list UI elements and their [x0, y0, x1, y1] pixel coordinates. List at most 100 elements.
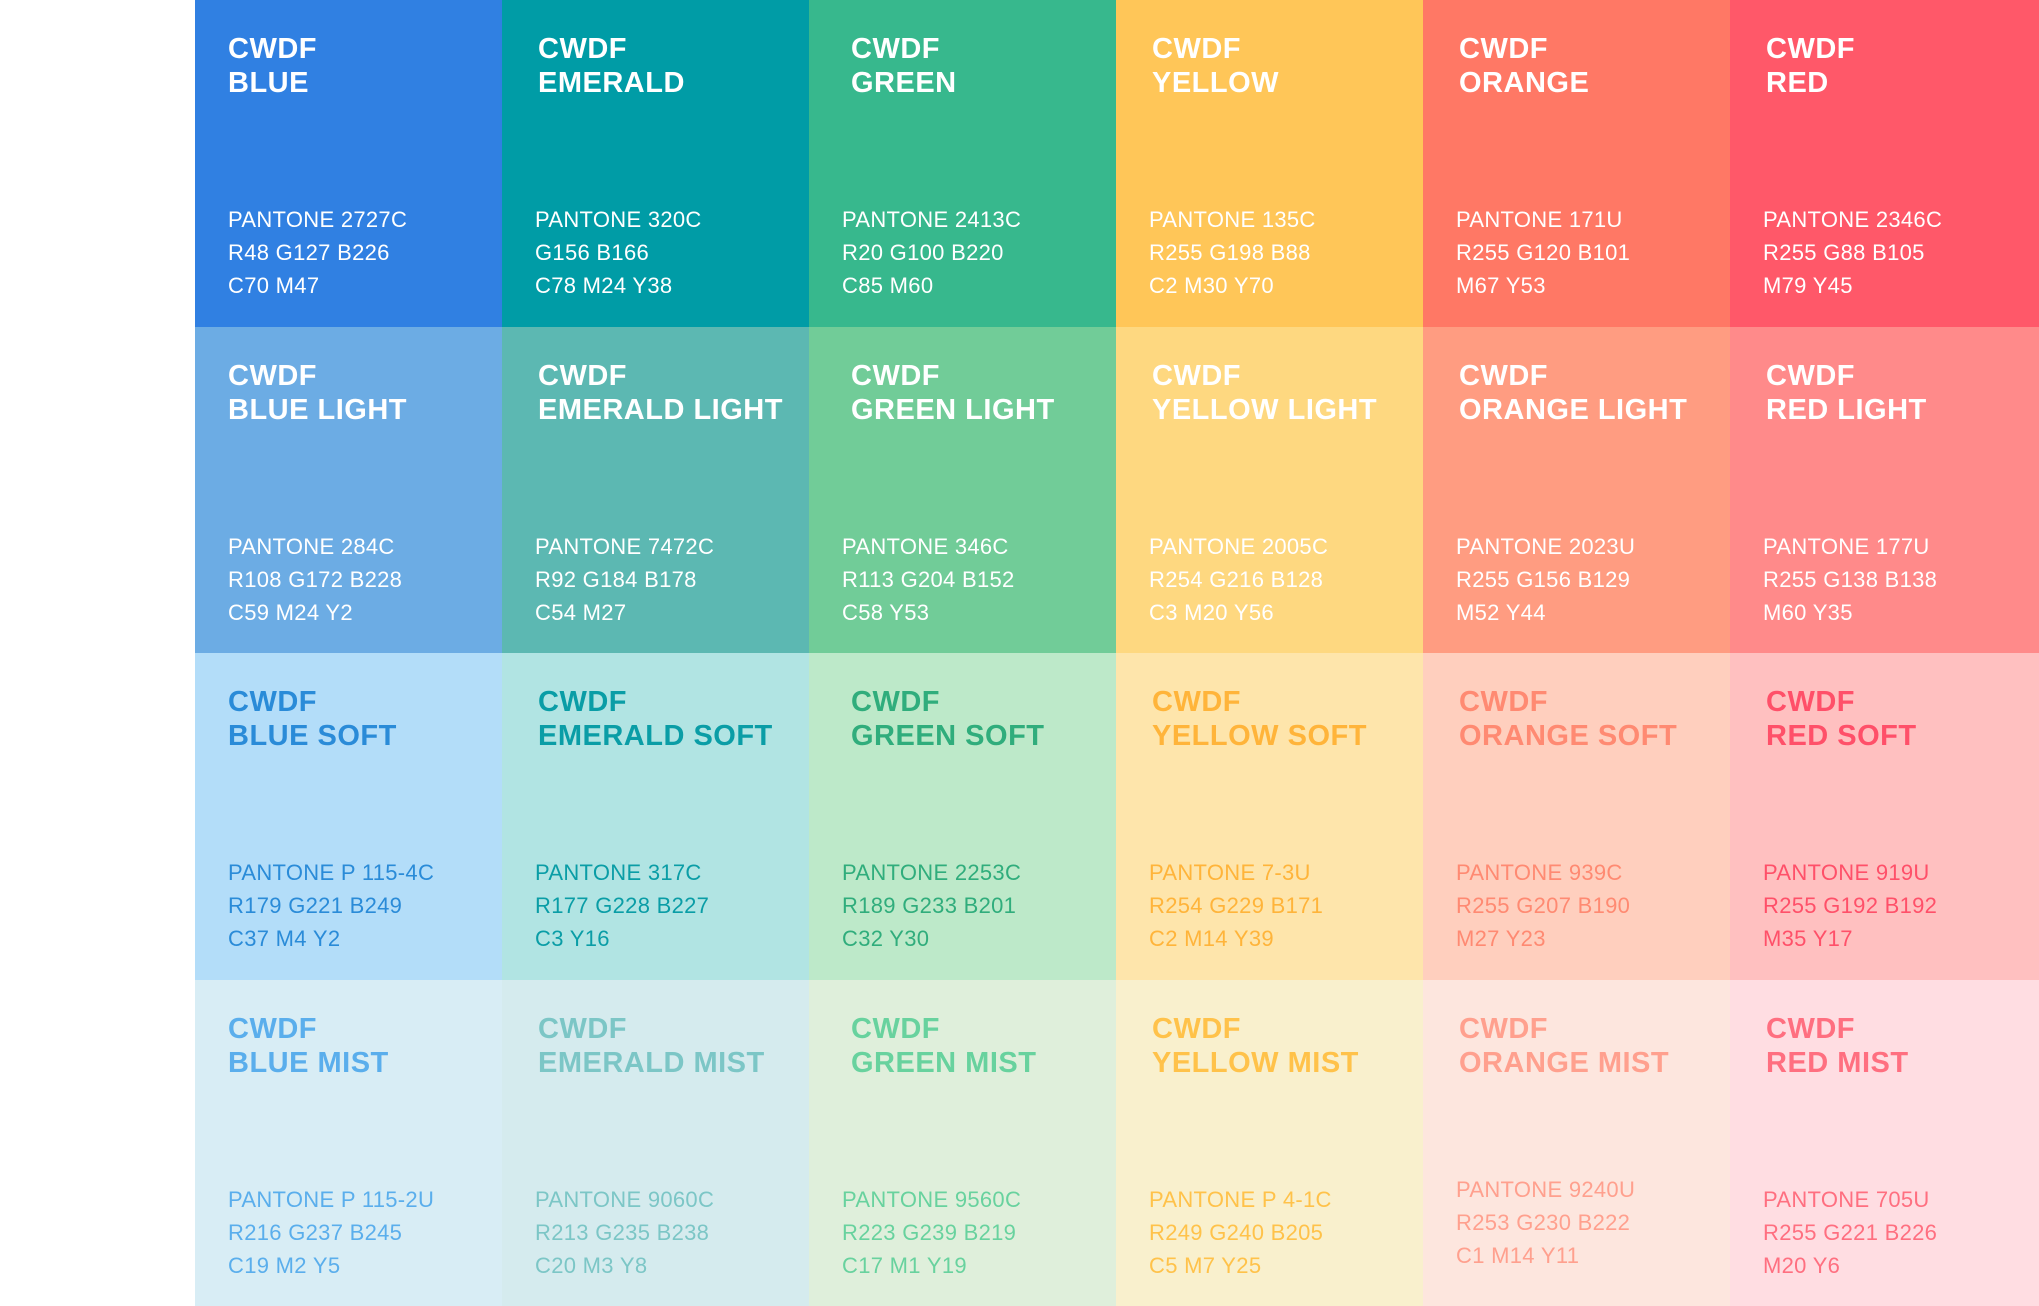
swatch-yellow-mist: CWDF YELLOW MIST PANTONE P 4-1C R249 G240 B… — [1116, 979, 1423, 1306]
swatch-red-soft: CWDF RED SOFT PANTONE 919U R255 G192 B192 M3… — [1730, 653, 2039, 980]
swatch-title: CWDF RED — [1766, 32, 1855, 100]
swatch-color-name: GREEN LIGHT — [851, 393, 1055, 426]
swatch-title: CWDF EMERALD MIST — [538, 1012, 765, 1080]
swatch-color-name: YELLOW SOFT — [1152, 720, 1367, 752]
cmyk-values: C70 M47 — [228, 273, 320, 298]
swatch-specs: PANTONE 7472C R92 G184 B178 C54 M27 — [535, 530, 714, 629]
swatch-red: CWDF RED PANTONE 2346C R255 G88 B105 M79 Y45 — [1730, 0, 2039, 327]
swatch-color-name: GREEN SOFT — [851, 720, 1045, 752]
cmyk-values: M79 Y45 — [1763, 273, 1853, 298]
swatch-orange-mist: CWDF ORANGE MIST PANTONE 9240U R253 G230 B2… — [1423, 979, 1730, 1306]
cmyk-values: C3 M20 Y56 — [1149, 599, 1274, 625]
rgb-values: R48 G127 B226 — [228, 240, 390, 265]
swatch-title: CWDF YELLOW SOFT — [1152, 685, 1367, 753]
swatch-color-name: BLUE MIST — [228, 1046, 389, 1079]
swatch-brand: CWDF — [1459, 1012, 1548, 1045]
pantone-code: PANTONE 135C — [1149, 207, 1316, 232]
swatch-specs: PANTONE 9240U R253 G230 B222 C1 M14 Y11 — [1456, 1173, 1635, 1272]
rgb-values: R249 G240 B205 — [1149, 1219, 1324, 1245]
swatch-emerald-soft: CWDF EMERALD SOFT PANTONE 317C R177 G228 B2… — [502, 653, 809, 980]
pantone-code: PANTONE 2253C — [842, 860, 1022, 885]
swatch-orange: CWDF ORANGE PANTONE 171U R255 G120 B101 M67 … — [1423, 0, 1730, 327]
pantone-code: PANTONE 2005C — [1149, 533, 1329, 559]
pantone-code: PANTONE 2727C — [228, 207, 408, 232]
pantone-code: PANTONE 939C — [1456, 860, 1623, 885]
swatch-brand: CWDF — [1459, 686, 1548, 718]
swatch-brand: CWDF — [851, 1012, 940, 1045]
swatch-specs: PANTONE 284C R108 G172 B228 C59 M24 Y2 — [228, 530, 402, 629]
swatch-brand: CWDF — [228, 359, 317, 392]
swatch-title: CWDF GREEN SOFT — [851, 685, 1045, 753]
rgb-values: R108 G172 B228 — [228, 566, 403, 592]
swatch-color-name: RED MIST — [1766, 1046, 1909, 1079]
rgb-values: R254 G229 B171 — [1149, 893, 1324, 918]
swatch-brand: CWDF — [1459, 359, 1548, 392]
pantone-code: PANTONE 320C — [535, 207, 702, 232]
swatch-color-name: BLUE — [228, 67, 309, 99]
swatch-title: CWDF ORANGE MIST — [1459, 1012, 1669, 1080]
pantone-code: PANTONE 177U — [1763, 533, 1930, 559]
pantone-code: PANTONE 9560C — [842, 1186, 1022, 1212]
pantone-code: PANTONE 171U — [1456, 207, 1623, 232]
swatch-emerald-mist: CWDF EMERALD MIST PANTONE 9060C R213 G235 B… — [502, 979, 809, 1306]
pantone-code: PANTONE 7-3U — [1149, 860, 1311, 885]
swatch-color-name: RED LIGHT — [1766, 393, 1927, 426]
cmyk-values: M27 Y23 — [1456, 926, 1546, 951]
cmyk-values: C1 M14 Y11 — [1456, 1242, 1580, 1268]
swatch-specs: PANTONE 939C R255 G207 B190 M27 Y23 — [1456, 856, 1630, 955]
rgb-values: R20 G100 B220 — [842, 240, 1004, 265]
swatch-title: CWDF BLUE SOFT — [228, 685, 397, 753]
cmyk-values: C37 M4 Y2 — [228, 926, 341, 951]
color-palette-grid: CWDF BLUE PANTONE 2727C R48 G127 B226 C70 M4… — [195, 0, 2039, 1306]
rgb-values: R223 G239 B219 — [842, 1219, 1017, 1245]
swatch-color-name: BLUE SOFT — [228, 720, 397, 752]
pantone-code: PANTONE P 115-2U — [228, 1186, 435, 1212]
swatch-blue-mist: CWDF BLUE MIST PANTONE P 115-2U R216 G237 B… — [195, 979, 502, 1306]
swatch-title: CWDF BLUE MIST — [228, 1012, 389, 1080]
swatch-title: CWDF GREEN LIGHT — [851, 359, 1055, 427]
rgb-values: R189 G233 B201 — [842, 893, 1017, 918]
swatch-specs: PANTONE 2253C R189 G233 B201 C32 Y30 — [842, 856, 1021, 955]
swatch-emerald-light: CWDF EMERALD LIGHT PANTONE 7472C R92 G184 B… — [502, 326, 809, 653]
swatch-specs: PANTONE 9060C R213 G235 B238 C20 M3 Y8 — [535, 1183, 714, 1282]
swatch-title: CWDF BLUE LIGHT — [228, 359, 407, 427]
swatch-orange-soft: CWDF ORANGE SOFT PANTONE 939C R255 G207 B19… — [1423, 653, 1730, 980]
swatch-color-name: GREEN MIST — [851, 1046, 1037, 1079]
swatch-title: CWDF RED LIGHT — [1766, 359, 1927, 427]
pantone-code: PANTONE 2023U — [1456, 533, 1636, 559]
swatch-emerald: CWDF EMERALD PANTONE 320C G156 B166 C78 M24 … — [502, 0, 809, 327]
swatch-color-name: ORANGE SOFT — [1459, 720, 1678, 752]
swatch-brand: CWDF — [1766, 1012, 1855, 1045]
swatch-brand: CWDF — [1766, 33, 1855, 65]
swatch-color-name: YELLOW LIGHT — [1152, 393, 1378, 426]
swatch-specs: PANTONE 135C R255 G198 B88 C2 M30 Y70 — [1149, 203, 1316, 302]
swatch-color-name: EMERALD LIGHT — [538, 393, 783, 426]
swatch-orange-light: CWDF ORANGE LIGHT PANTONE 2023U R255 G156 B… — [1423, 326, 1730, 653]
swatch-brand: CWDF — [538, 686, 627, 718]
swatch-color-name: YELLOW — [1152, 67, 1280, 99]
rgb-values: R177 G228 B227 — [535, 893, 710, 918]
rgb-values: R253 G230 B222 — [1456, 1209, 1631, 1235]
swatch-specs: PANTONE 705U R255 G221 B226 M20 Y6 — [1763, 1183, 1937, 1282]
pantone-code: PANTONE 284C — [228, 533, 395, 559]
swatch-red-mist: CWDF RED MIST PANTONE 705U R255 G221 B226 M2… — [1730, 979, 2039, 1306]
rgb-values: R255 G156 B129 — [1456, 566, 1631, 592]
pantone-code: PANTONE 7472C — [535, 533, 715, 559]
rgb-values: R255 G192 B192 — [1763, 893, 1938, 918]
swatch-brand: CWDF — [538, 359, 627, 392]
pantone-code: PANTONE 2413C — [842, 207, 1022, 232]
swatch-title: CWDF RED MIST — [1766, 1012, 1909, 1080]
cmyk-values: M35 Y17 — [1763, 926, 1853, 951]
swatch-green-mist: CWDF GREEN MIST PANTONE 9560C R223 G239 B21… — [809, 979, 1116, 1306]
swatch-title: CWDF EMERALD LIGHT — [538, 359, 783, 427]
rgb-values: R255 G138 B138 — [1763, 566, 1938, 592]
swatch-title: CWDF GREEN MIST — [851, 1012, 1036, 1080]
swatch-title: CWDF ORANGE LIGHT — [1459, 359, 1687, 427]
pantone-code: PANTONE 9240U — [1456, 1176, 1636, 1202]
rgb-values: R255 G207 B190 — [1456, 893, 1631, 918]
swatch-blue-soft: CWDF BLUE SOFT PANTONE P 115-4C R179 G221 B… — [195, 653, 502, 980]
swatch-color-name: ORANGE LIGHT — [1459, 393, 1688, 426]
cmyk-values: C20 M3 Y8 — [535, 1252, 648, 1278]
swatch-title: CWDF ORANGE — [1459, 32, 1589, 100]
swatch-green: CWDF GREEN PANTONE 2413C R20 G100 B220 C85 M… — [809, 0, 1116, 327]
